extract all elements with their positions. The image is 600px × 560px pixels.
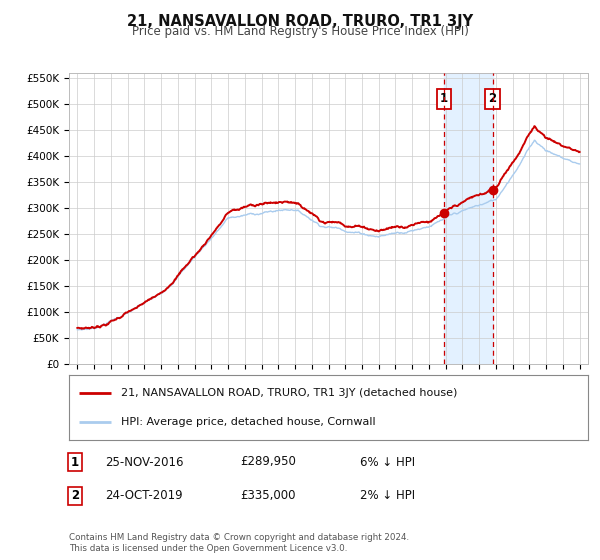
Text: 2% ↓ HPI: 2% ↓ HPI <box>360 489 415 502</box>
Text: Contains HM Land Registry data © Crown copyright and database right 2024.: Contains HM Land Registry data © Crown c… <box>69 533 409 542</box>
Text: This data is licensed under the Open Government Licence v3.0.: This data is licensed under the Open Gov… <box>69 544 347 553</box>
Text: 2: 2 <box>71 489 79 502</box>
Text: 21, NANSAVALLON ROAD, TRURO, TR1 3JY: 21, NANSAVALLON ROAD, TRURO, TR1 3JY <box>127 14 473 29</box>
Text: 1: 1 <box>71 455 79 469</box>
Text: HPI: Average price, detached house, Cornwall: HPI: Average price, detached house, Corn… <box>121 417 376 427</box>
Text: 1: 1 <box>440 92 448 105</box>
Text: Price paid vs. HM Land Registry's House Price Index (HPI): Price paid vs. HM Land Registry's House … <box>131 25 469 38</box>
Text: 24-OCT-2019: 24-OCT-2019 <box>105 489 182 502</box>
Bar <box>444 73 493 364</box>
Text: £289,950: £289,950 <box>240 455 296 469</box>
Text: £335,000: £335,000 <box>240 489 296 502</box>
Text: 25-NOV-2016: 25-NOV-2016 <box>105 455 184 469</box>
Text: 6% ↓ HPI: 6% ↓ HPI <box>360 455 415 469</box>
Text: 21, NANSAVALLON ROAD, TRURO, TR1 3JY (detached house): 21, NANSAVALLON ROAD, TRURO, TR1 3JY (de… <box>121 388 457 398</box>
Text: 2: 2 <box>488 92 497 105</box>
